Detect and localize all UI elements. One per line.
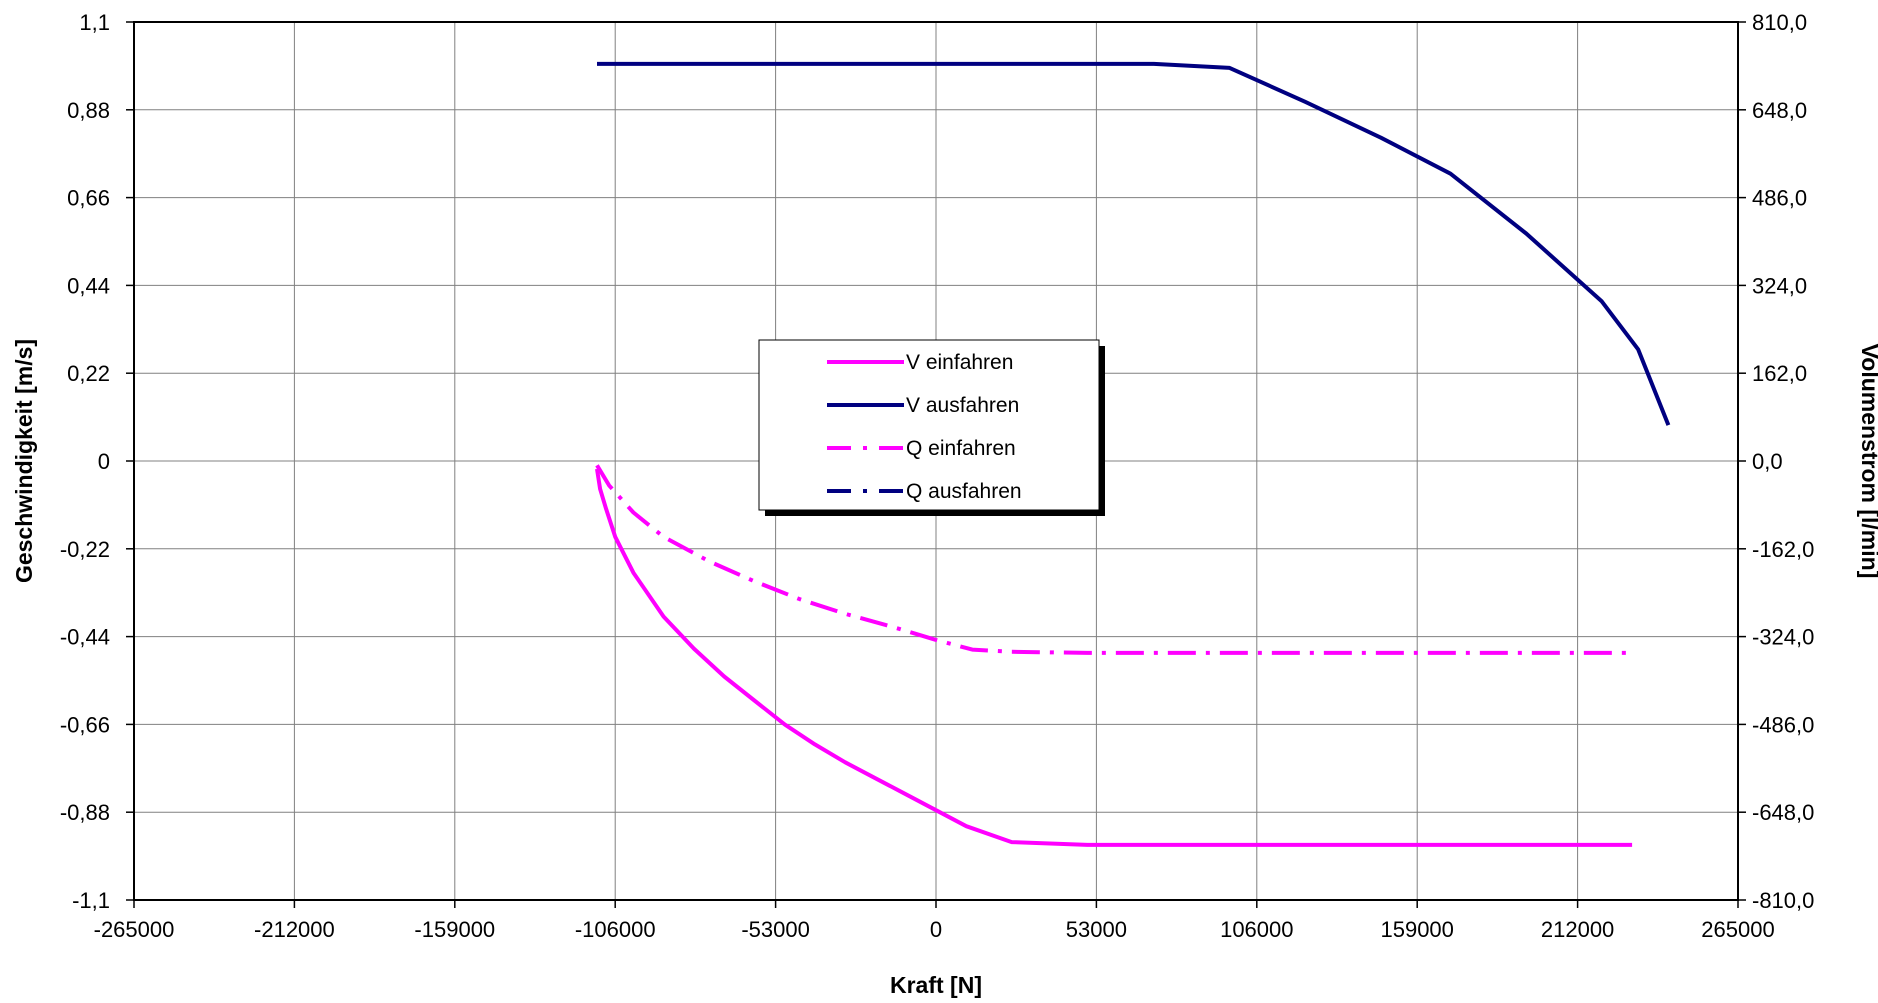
x-axis-title: Kraft [N]	[890, 972, 982, 998]
y-axis-title-left: Geschwindigkeit [m/s]	[11, 339, 37, 583]
x-tick-label: 159000	[1380, 917, 1453, 942]
y2-tick-label: -486,0	[1752, 712, 1814, 737]
legend-label: Q ausfahren	[906, 480, 1022, 503]
y2-tick-label: 648,0	[1752, 98, 1807, 123]
x-tick-label: -106000	[575, 917, 656, 942]
y-axis-right: 810,0 648,0 486,0 324,0 162,0 0,0 -162,0 -324,0…	[1738, 10, 1814, 913]
series-line-1	[595, 468, 1633, 847]
y-tick-label: -0,88	[60, 800, 110, 825]
y2-tick-label: -162,0	[1752, 537, 1814, 562]
x-tick-label: -212000	[254, 917, 335, 942]
y-tick-label: 0,66	[67, 186, 110, 211]
legend-label: Q einfahren	[906, 437, 1016, 460]
series-layer	[595, 61, 1671, 847]
y-tick-label: 0,88	[67, 98, 110, 123]
y-tick-label: -1,1	[72, 888, 110, 913]
legend-label: V einfahren	[906, 351, 1013, 374]
y-tick-label: -0,22	[60, 537, 110, 562]
legend-label: V ausfahren	[906, 394, 1019, 417]
legend-box	[758, 339, 1100, 511]
y-axis-title-right: Volumenstrom [l/min]	[1857, 344, 1878, 579]
y2-tick-label: 486,0	[1752, 186, 1807, 211]
y2-tick-label: -324,0	[1752, 625, 1814, 650]
y2-tick-label: 810,0	[1752, 10, 1807, 35]
y-tick-label: 1,1	[79, 10, 110, 35]
x-tick-label: 0	[930, 917, 942, 942]
series-line-2	[597, 61, 1671, 426]
y2-tick-label: 324,0	[1752, 273, 1807, 298]
y2-tick-label: -810,0	[1752, 888, 1814, 913]
x-tick-label: -53000	[741, 917, 810, 942]
x-tick-label: -265000	[94, 917, 175, 942]
y-tick-label: 0,44	[67, 273, 110, 298]
y2-tick-label: 162,0	[1752, 361, 1807, 386]
x-tick-label: 212000	[1541, 917, 1614, 942]
series-line-3	[595, 464, 1633, 655]
y2-tick-label: -648,0	[1752, 800, 1814, 825]
y-tick-label: -0,66	[60, 712, 110, 737]
x-tick-label: -159000	[414, 917, 495, 942]
y-tick-label: 0,22	[67, 361, 110, 386]
y2-tick-label: 0,0	[1752, 449, 1783, 474]
y-tick-label: -0,44	[60, 625, 110, 650]
y-axis-left: 1,1 0,88 0,66 0,44 0,22 0 -0,22 -0,44 -0,66 -0,88…	[60, 10, 134, 913]
x-tick-label: 53000	[1066, 917, 1127, 942]
legend: V einfahren V ausfahren Q einfahren Q ausfa…	[758, 339, 1105, 516]
x-tick-label: 106000	[1220, 917, 1293, 942]
y-tick-label: 0	[98, 449, 110, 474]
x-tick-label: 265000	[1701, 917, 1774, 942]
x-axis: -265000 -212000 -159000 -106000 -53000 0 53000…	[94, 900, 1775, 942]
